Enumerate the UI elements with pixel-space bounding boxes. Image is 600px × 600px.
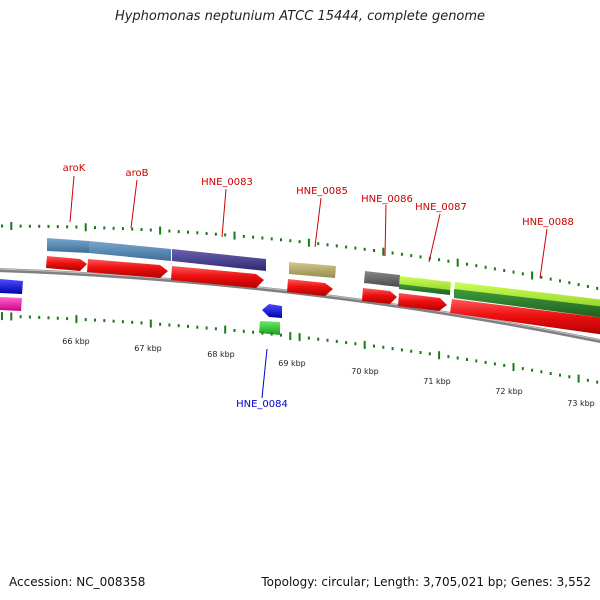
- leader-hne-0083: [221, 188, 227, 238]
- scale-labels: 66 kbp 67 kbp 68 kbp 69 kbp 70 kbp 71 kbp 72 k…: [62, 337, 595, 408]
- cog-feature-hne-0088-lower: [454, 289, 600, 318]
- gene-label-hne-0084: HNE_0084: [236, 399, 288, 410]
- gene-label-hne-0087: HNE_0087: [415, 202, 467, 213]
- leader-hne-0087: [428, 213, 441, 263]
- gene-labels: aroK aroB HNE_0083 HNE_0085 HNE_0086 HNE…: [63, 163, 574, 410]
- scale-label: 70 kbp: [351, 367, 379, 376]
- cds-arrow-hne-0087: [398, 293, 447, 311]
- scale-label: 73 kbp: [567, 399, 595, 408]
- leader-hne-0084: [261, 348, 268, 399]
- leader-hne-0086: [384, 204, 387, 257]
- leader-lines: [69, 175, 548, 399]
- cds-arrow-hne-0083: [171, 266, 264, 288]
- scale-label: 72 kbp: [495, 387, 523, 396]
- gene-label-arok: aroK: [63, 163, 86, 174]
- cds-arrow-arok: [46, 256, 87, 271]
- cog-feature-arok: [47, 238, 89, 253]
- cog-feature-hne-0086: [364, 271, 400, 287]
- gene-label-hne-0086: HNE_0086: [361, 194, 413, 205]
- cds-arrow-hne-0086: [362, 288, 397, 304]
- gene-label-hne-0088: HNE_0088: [522, 217, 574, 228]
- cog-feature-hne-0087-lower: [399, 284, 450, 295]
- cds-arrow-arob: [87, 259, 168, 278]
- scale-label: 68 kbp: [207, 350, 235, 359]
- scale-ticks: [1, 222, 599, 384]
- cds-arrow-hne-0088: [450, 299, 600, 335]
- map-title: Hyphomonas neptunium ATCC 15444, complet…: [114, 9, 486, 24]
- gene-label-hne-0083: HNE_0083: [201, 177, 253, 188]
- reverse-feature-left-blue: [0, 279, 23, 294]
- cds-arrow-hne-0085: [287, 279, 333, 296]
- leader-arok: [69, 175, 75, 223]
- genome-summary-text: Topology: circular; Length: 3,705,021 bp…: [261, 575, 591, 589]
- scale-label: 67 kbp: [134, 344, 162, 353]
- cog-feature-hne-0085: [289, 262, 336, 278]
- leader-hne-0085: [314, 197, 322, 248]
- scale-label: 69 kbp: [278, 359, 306, 368]
- cog-feature-arob: [89, 241, 171, 261]
- gene-label-hne-0085: HNE_0085: [296, 186, 348, 197]
- leader-arob: [130, 179, 138, 229]
- scale-label: 71 kbp: [423, 377, 451, 386]
- leader-hne-0088: [539, 228, 548, 279]
- reverse-feature-left-magenta: [0, 297, 22, 311]
- cog-feature-hne-0084: [259, 321, 280, 335]
- cds-arrow-hne-0084: [262, 304, 282, 318]
- scale-label: 66 kbp: [62, 337, 90, 346]
- accession-text: Accession: NC_008358: [9, 575, 146, 589]
- cog-feature-hne-0083: [172, 249, 266, 271]
- gene-label-arob: aroB: [126, 168, 149, 179]
